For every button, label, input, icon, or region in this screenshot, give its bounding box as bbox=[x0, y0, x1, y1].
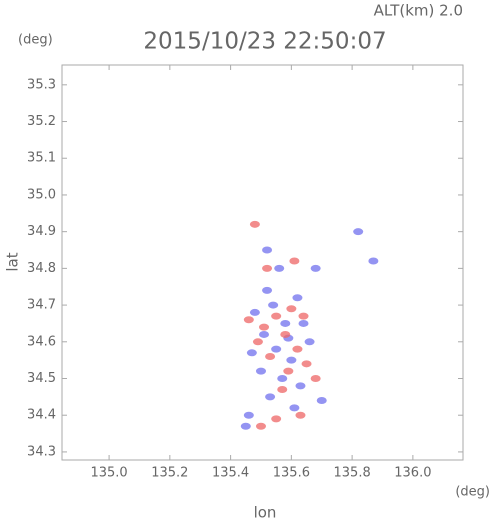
echo-point bbox=[249, 220, 260, 228]
echo-point bbox=[277, 375, 288, 383]
echo-point bbox=[280, 330, 291, 338]
echo-point bbox=[292, 345, 303, 353]
echo-point bbox=[353, 228, 364, 236]
echo-point bbox=[265, 393, 276, 401]
y-tick-label: 34.5 bbox=[27, 371, 56, 386]
echo-point bbox=[255, 367, 266, 375]
echo-point bbox=[295, 382, 306, 390]
echo-point bbox=[286, 356, 297, 364]
echo-point bbox=[268, 301, 279, 309]
y-tick-label: 35.3 bbox=[27, 77, 56, 92]
x-tick-label: 135.6 bbox=[273, 466, 310, 481]
x-axis-label: lon bbox=[254, 504, 277, 521]
echo-point bbox=[271, 415, 282, 423]
echo-point bbox=[277, 386, 288, 394]
x-tick-label: 135.2 bbox=[151, 466, 188, 481]
y-unit: (deg) bbox=[18, 33, 53, 48]
echo-point bbox=[252, 338, 263, 346]
y-tick-label: 34.4 bbox=[27, 408, 56, 423]
y-tick-label: 34.9 bbox=[27, 224, 56, 239]
echo-point bbox=[271, 345, 282, 353]
echo-point bbox=[301, 360, 312, 368]
y-tick-label: 34.8 bbox=[27, 261, 56, 276]
echo-point bbox=[295, 411, 306, 419]
echo-point bbox=[255, 422, 266, 430]
echo-point bbox=[262, 264, 273, 272]
y-tick-label: 35.1 bbox=[27, 151, 56, 166]
echo-point bbox=[368, 257, 379, 265]
x-tick-label: 135.4 bbox=[212, 466, 249, 481]
plot-frame bbox=[61, 64, 464, 461]
y-tick-label: 34.3 bbox=[27, 444, 56, 459]
echo-point bbox=[246, 349, 257, 357]
echo-point bbox=[310, 264, 321, 272]
chart-subtitle: ALT(km) 2.0 bbox=[374, 2, 463, 20]
echo-point bbox=[292, 294, 303, 302]
x-tick-label: 136.0 bbox=[394, 466, 431, 481]
echo-point bbox=[274, 264, 285, 272]
echo-point bbox=[249, 308, 260, 316]
echo-point bbox=[240, 422, 251, 430]
chart-title: 2015/10/23 22:50:07 bbox=[143, 29, 386, 55]
x-tick-label: 135.0 bbox=[90, 466, 127, 481]
echo-point bbox=[262, 246, 273, 254]
echo-point bbox=[286, 305, 297, 313]
echo-point bbox=[280, 319, 291, 327]
echo-point bbox=[259, 330, 270, 338]
y-tick-label: 34.7 bbox=[27, 298, 56, 313]
y-tick-label: 35.2 bbox=[27, 114, 56, 129]
y-tick-label: 35.0 bbox=[27, 187, 56, 202]
echo-point bbox=[259, 323, 270, 331]
y-tick-label: 34.6 bbox=[27, 334, 56, 349]
echo-point bbox=[289, 404, 300, 412]
x-tick-label: 135.8 bbox=[334, 466, 371, 481]
echo-point bbox=[271, 312, 282, 320]
echo-point bbox=[304, 338, 315, 346]
x-unit: (deg) bbox=[455, 485, 490, 500]
echo-point bbox=[310, 375, 321, 383]
echo-point bbox=[316, 397, 327, 405]
echo-point bbox=[283, 367, 294, 375]
echo-point bbox=[289, 257, 300, 265]
echo-point bbox=[243, 316, 254, 324]
y-axis-label: lat bbox=[4, 252, 22, 271]
echo-point bbox=[262, 286, 273, 294]
echo-point bbox=[243, 411, 254, 419]
echo-point bbox=[265, 352, 276, 360]
echo-point bbox=[298, 319, 309, 327]
echo-point bbox=[298, 312, 309, 320]
